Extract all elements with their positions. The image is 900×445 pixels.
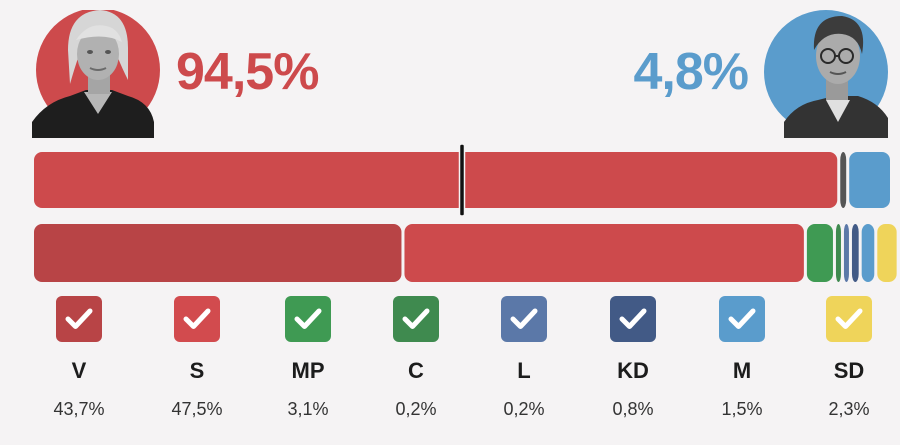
party-value: 0,8% <box>612 399 654 419</box>
bar1-segment-2 <box>840 152 847 208</box>
bar1-segment-3 <box>849 152 890 208</box>
party-abbr: M <box>732 358 752 383</box>
bar2-segment-6 <box>851 224 859 282</box>
party-abbr: S <box>189 358 205 383</box>
bar2-segment-3 <box>806 224 833 282</box>
man-portrait-photo <box>762 10 892 138</box>
majority-marker <box>458 143 466 217</box>
party-value: 0,2% <box>395 399 437 419</box>
party-abbr: MP <box>291 358 325 383</box>
party-value: 0,2% <box>503 399 545 419</box>
party-kd: KD 0,8% <box>583 296 683 420</box>
checkmark-icon <box>610 296 656 342</box>
bar2-segment-2 <box>404 224 804 282</box>
checkmark-icon <box>393 296 439 342</box>
right-percentage: 4,8% <box>633 43 749 101</box>
party-v: V 43,7% <box>29 296 129 420</box>
party-abbr: KD <box>617 358 649 383</box>
checkmark-icon <box>501 296 547 342</box>
checkmark-icon <box>285 296 331 342</box>
bar2-segment-1 <box>34 224 402 282</box>
party-value: 43,7% <box>53 399 105 419</box>
party-abbr: C <box>408 358 424 383</box>
party-m: M 1,5% <box>692 296 792 420</box>
bar2-segment-7 <box>861 224 875 282</box>
party-c: C 0,2% <box>366 296 466 420</box>
party-abbr: SD <box>833 358 865 383</box>
checkmark-icon <box>719 296 765 342</box>
left-percentage: 94,5% <box>176 43 319 101</box>
party-l: L 0,2% <box>474 296 574 420</box>
party-value: 2,3% <box>828 399 870 419</box>
party-value: 1,5% <box>721 399 763 419</box>
party-s: S 47,5% <box>147 296 247 420</box>
party-value: 47,5% <box>171 399 223 419</box>
party-mp: MP 3,1% <box>258 296 358 420</box>
bar2-segment-5 <box>843 224 849 282</box>
checkmark-icon <box>826 296 872 342</box>
party-value: 3,1% <box>287 399 329 419</box>
party-sd: SD 2,3% <box>799 296 899 420</box>
checkmark-icon <box>174 296 220 342</box>
woman-portrait-photo <box>32 10 162 138</box>
party-abbr: L <box>517 358 531 383</box>
party-abbr: V <box>71 358 87 383</box>
bar2-segment-8 <box>877 224 897 282</box>
bar2-segment-4 <box>835 224 841 282</box>
bar1-segment-1 <box>34 152 838 208</box>
checkmark-icon <box>56 296 102 342</box>
